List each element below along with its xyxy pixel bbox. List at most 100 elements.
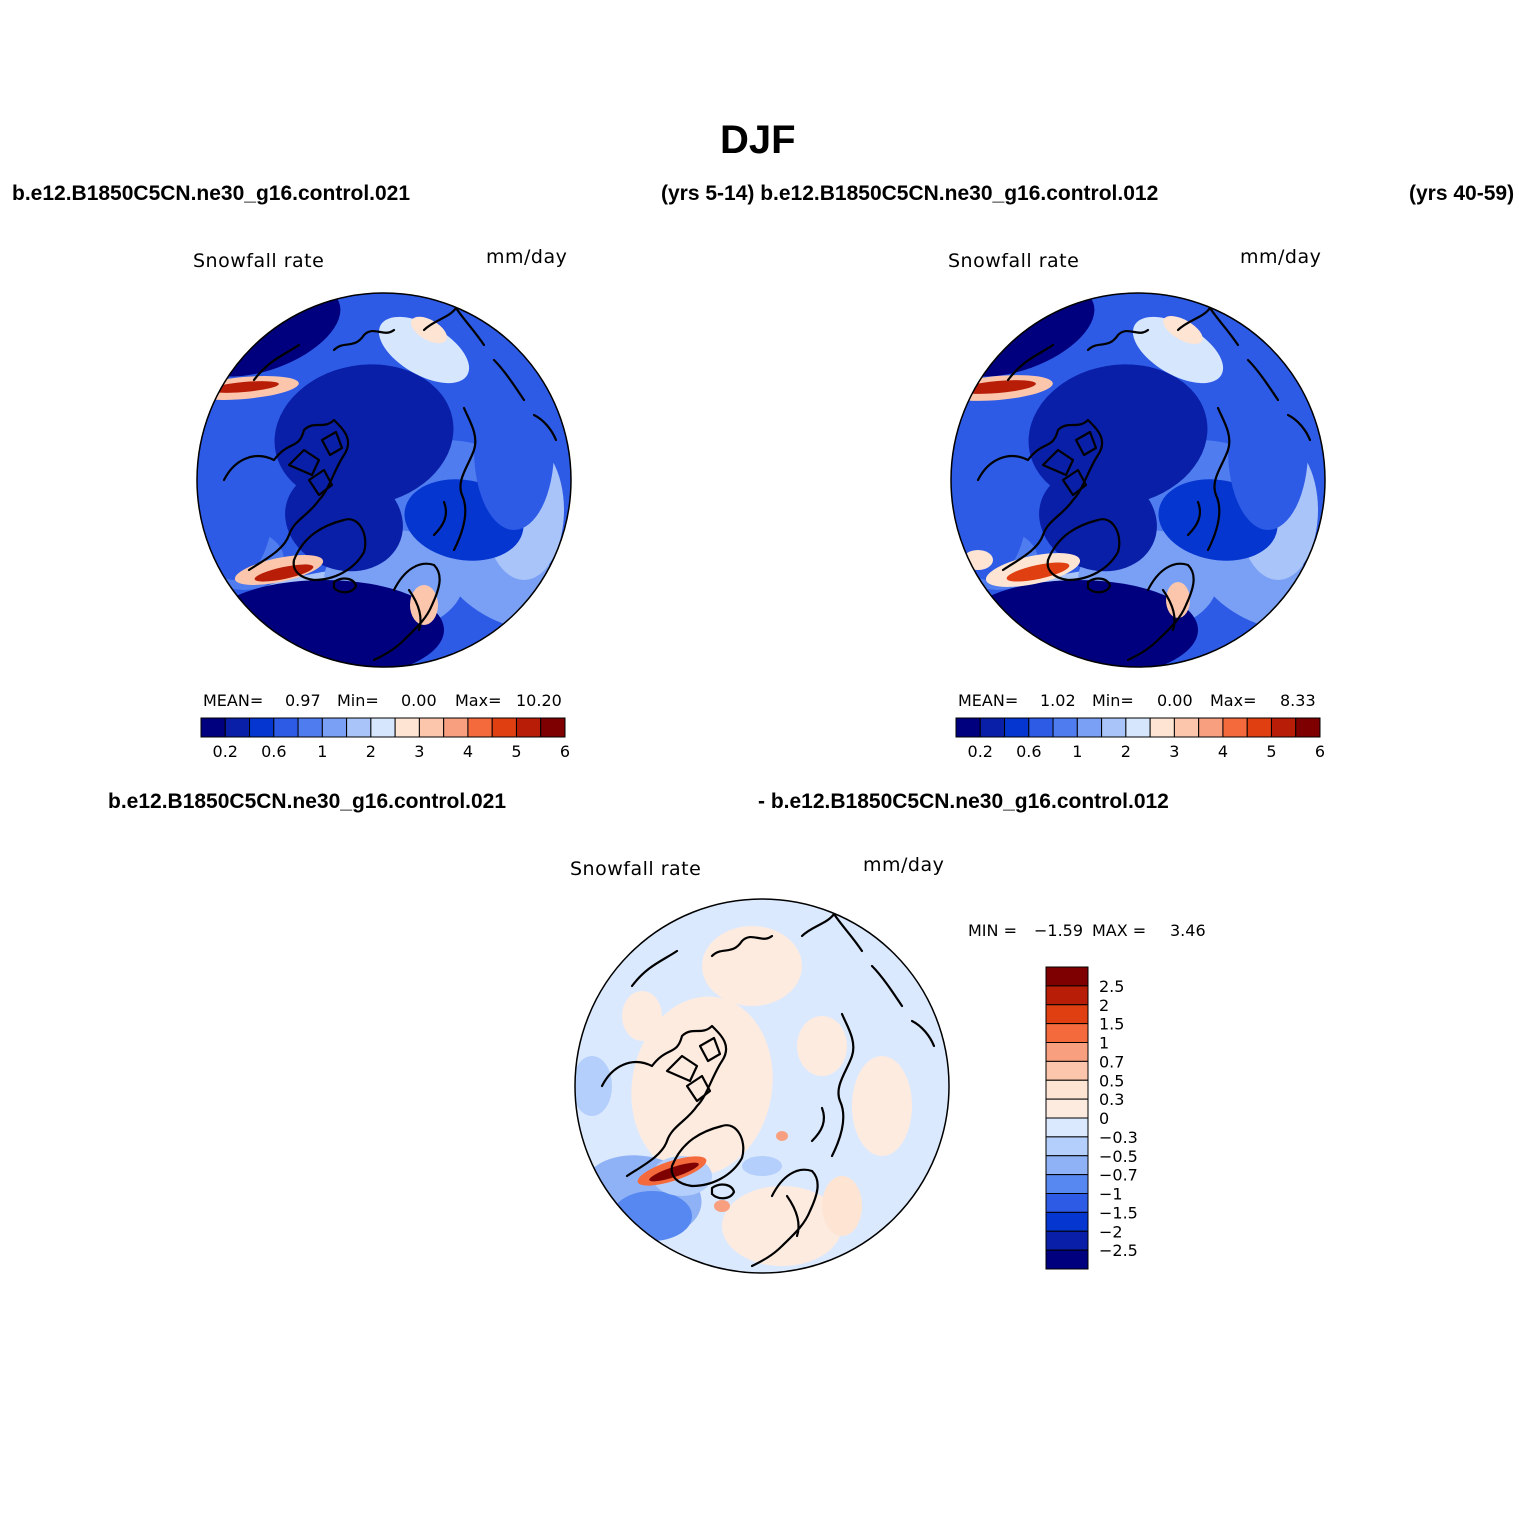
colorbar-box [418, 717, 445, 738]
colorbar-tick-label: 0.2 [213, 742, 238, 761]
coastline [785, 1194, 800, 1238]
panel2-variable: Snowfall rate [948, 250, 1080, 272]
coastline [670, 1124, 745, 1188]
diff-units: mm/day [863, 854, 945, 876]
coastline [372, 562, 441, 662]
colorbar-box [1295, 717, 1321, 738]
panel2-units: mm/day [1240, 246, 1322, 268]
colorbar-box [1270, 717, 1297, 738]
colorbar-box [1045, 985, 1089, 1006]
coastline [532, 413, 558, 442]
colorbar-tick-label: 3 [414, 742, 424, 761]
coastline [750, 1168, 819, 1268]
colorbar-box [1045, 1174, 1089, 1194]
colorbar-tick-label: 1 [1072, 742, 1082, 761]
colorbar-box [1045, 1042, 1089, 1062]
colorbar-tick-label: 0.5 [1099, 1071, 1124, 1090]
colorbar-box [1045, 1023, 1089, 1043]
colorbar-tick-label: 0.2 [968, 742, 993, 761]
coastline [492, 358, 526, 402]
coastline [810, 1106, 826, 1143]
panel2-max-label: Max= [1210, 691, 1257, 710]
header-left: b.e12.B1850C5CN.ne30_g16.control.021 [12, 182, 411, 205]
colorbar-box [249, 717, 275, 738]
colorbar-box [1045, 1098, 1089, 1119]
colorbar-tick-label: 0.6 [1016, 742, 1041, 761]
colorbar-tick-label: 1 [1099, 1034, 1109, 1053]
colorbar-tick-label: 4 [463, 742, 473, 761]
coastline [452, 406, 477, 552]
coastline [1186, 500, 1202, 537]
header-center: (yrs 5-14) b.e12.B1850C5CN.ne30_g16.cont… [661, 182, 1159, 205]
colorbar-tick-label: −1.5 [1099, 1203, 1138, 1222]
coastline [222, 418, 350, 572]
colorbar-box [955, 717, 981, 738]
colorbar-box [1076, 717, 1103, 738]
colorbar-box [491, 717, 517, 738]
panel1-max-label: Max= [455, 691, 502, 710]
panel1-min-value: 0.00 [401, 691, 437, 710]
colorbar-box [515, 717, 542, 738]
coastline [1006, 343, 1055, 382]
coastline [320, 430, 344, 457]
panel2-mean-label: MEAN= [958, 691, 1019, 710]
panel1-mean-label: MEAN= [203, 691, 264, 710]
panel1-polar-map [196, 292, 572, 668]
coastline [685, 1074, 712, 1103]
colorbar-tick-label: 6 [560, 742, 570, 761]
colorbar-tick-label: −0.7 [1099, 1166, 1138, 1185]
colorbar-box [1045, 1249, 1089, 1270]
panel1-mean-value: 0.97 [285, 691, 321, 710]
coastline [407, 588, 422, 632]
colorbar-tick-label: −1 [1099, 1185, 1123, 1204]
coastline [332, 328, 396, 352]
panel1-units: mm/day [486, 246, 568, 268]
colorbar-box [1045, 1193, 1089, 1213]
colorbar-box [1222, 717, 1248, 738]
colorbar-tick-label: 1 [317, 742, 327, 761]
colorbar-tick-label: 2 [1099, 996, 1109, 1015]
diff-header-left: b.e12.B1850C5CN.ne30_g16.control.021 [108, 790, 507, 813]
colorbar-box [321, 717, 348, 738]
colorbar-tick-label: 0.7 [1099, 1052, 1124, 1071]
colorbar-box [1198, 717, 1224, 738]
colorbar-box [1045, 1211, 1089, 1232]
colorbar-box [1149, 717, 1175, 738]
coastline [1086, 577, 1112, 594]
colorbar-box [540, 717, 566, 738]
colorbar-tick-label: 5 [511, 742, 521, 761]
colorbar-tick-label: −2 [1099, 1222, 1123, 1241]
coastline [710, 1183, 736, 1200]
colorbar-box [979, 717, 1006, 738]
colorbar-box [1045, 1136, 1089, 1157]
panel2-polar-map [950, 292, 1326, 668]
colorbar-box [224, 717, 251, 738]
colorbar-box [1045, 1155, 1089, 1176]
map-boundary [196, 292, 572, 668]
colorbar-tick-label: −0.5 [1099, 1147, 1138, 1166]
colorbar-tick-label: 1.5 [1099, 1015, 1124, 1034]
colorbar-box [1045, 1117, 1089, 1138]
diff-colorbar: 2.521.510.70.50.30−0.3−0.5−0.7−1−1.5−2−2… [1045, 966, 1138, 1270]
colorbar-box [370, 717, 396, 738]
colorbar-box [1004, 717, 1030, 738]
colorbar-tick-label: 4 [1218, 742, 1228, 761]
panel1-variable: Snowfall rate [193, 250, 325, 272]
panel2-min-label: Min= [1092, 691, 1134, 710]
header-right: (yrs 40-59) [1409, 182, 1515, 205]
colorbar-tick-label: 6 [1315, 742, 1325, 761]
colorbar-box [467, 717, 493, 738]
map-field [197, 293, 571, 667]
colorbar-box [1052, 717, 1078, 738]
colorbar-tick-label: 0.6 [261, 742, 286, 761]
coastline [1206, 406, 1231, 552]
colorbar-box [1045, 1230, 1089, 1251]
diff-min-value: −1.59 [1034, 921, 1084, 940]
coastline [1161, 588, 1176, 632]
coastline [698, 1036, 722, 1063]
coastline [910, 1019, 936, 1048]
panel1-colorbar: 0.2 0.6 1 2 3 4 5 6 [200, 717, 570, 761]
colorbar-tick-label: 3 [1169, 742, 1179, 761]
coastline [1046, 518, 1121, 582]
colorbar-box [200, 717, 226, 738]
